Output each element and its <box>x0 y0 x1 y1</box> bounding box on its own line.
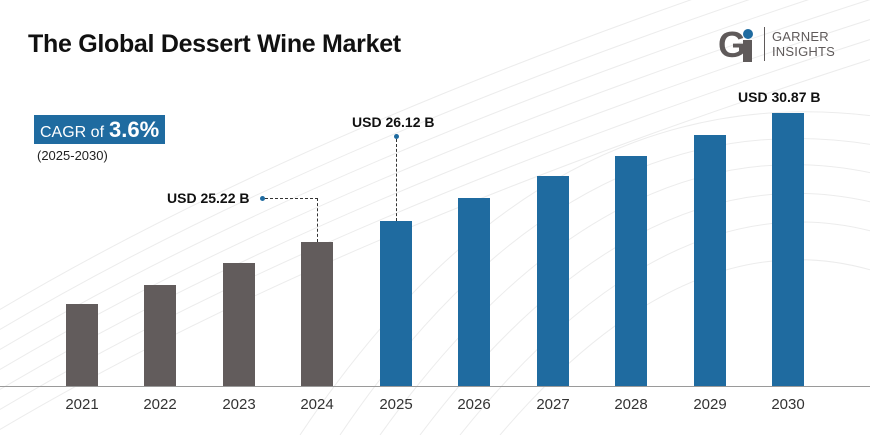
x-tick-label: 2024 <box>300 396 334 413</box>
annotation-2024-dot <box>260 196 265 201</box>
x-tick-label: 2029 <box>693 396 727 413</box>
x-tick-label: 2027 <box>536 396 570 413</box>
bar-2029 <box>694 135 726 386</box>
bar-2021 <box>66 304 98 386</box>
x-tick-label: 2025 <box>379 396 413 413</box>
bar-2026 <box>458 198 490 386</box>
bar-2023 <box>223 263 255 386</box>
annotation-2025: USD 26.12 B <box>352 114 435 130</box>
annotation-2024-leader-h <box>265 198 318 199</box>
x-tick-label: 2026 <box>457 396 491 413</box>
chart-title: The Global Dessert Wine Market <box>28 30 401 58</box>
bar-2027 <box>537 176 569 386</box>
logo-i-stem <box>743 40 752 62</box>
logo-line-1: GARNER <box>772 29 829 44</box>
cagr-period: (2025-2030) <box>37 148 108 163</box>
x-tick-label: 2021 <box>65 396 99 413</box>
x-tick-label: 2022 <box>143 396 177 413</box>
x-tick-label: 2028 <box>614 396 648 413</box>
annotation-2024-leader-v <box>317 198 318 242</box>
x-axis-line <box>0 386 870 387</box>
bar-2025 <box>380 221 412 386</box>
bar-2022 <box>144 285 176 386</box>
logo-divider <box>764 27 765 61</box>
annotation-2024: USD 25.22 B <box>167 190 250 206</box>
logo-line-2: INSIGHTS <box>772 44 835 59</box>
cagr-label: CAGR of <box>40 124 105 141</box>
logo-text: GARNER INSIGHTS <box>772 29 835 59</box>
gi-logo-icon: G <box>718 24 760 65</box>
annotation-2025-leader-v <box>396 139 397 221</box>
bar-2028 <box>615 156 647 386</box>
cagr-badge: CAGR of 3.6% <box>34 115 166 144</box>
cagr-value: 3.6% <box>109 117 160 142</box>
x-tick-label: 2030 <box>771 396 805 413</box>
x-tick-label: 2023 <box>222 396 256 413</box>
bar-2030 <box>772 113 804 386</box>
annotation-2030: USD 30.87 B <box>738 89 821 105</box>
logo-g-glyph: G <box>718 24 746 65</box>
bar-2024 <box>301 242 333 386</box>
garner-insights-logo: G GARNER INSIGHTS <box>718 24 835 64</box>
logo-i-dot <box>743 29 753 39</box>
annotation-2025-dot <box>394 134 399 139</box>
